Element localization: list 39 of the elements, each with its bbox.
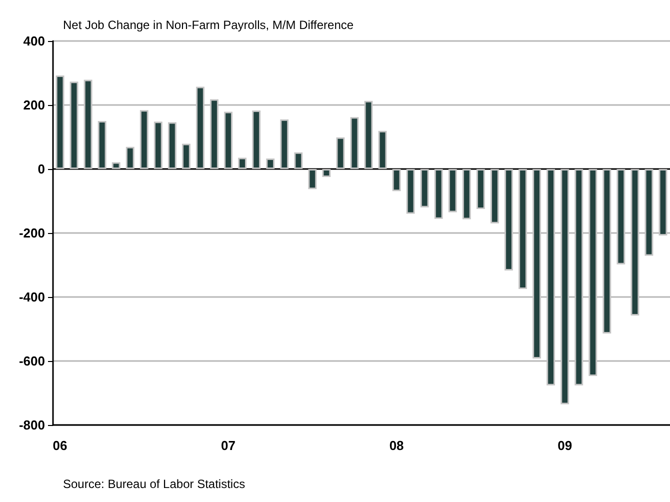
- bar: [168, 122, 176, 169]
- y-tick-label: -200: [18, 226, 45, 240]
- bar: [280, 119, 289, 169]
- bar: [294, 152, 303, 169]
- bar: [322, 169, 331, 177]
- bar: [476, 169, 485, 209]
- bar: [378, 130, 387, 169]
- bar: [224, 112, 232, 169]
- bar: [182, 144, 190, 169]
- bar: [112, 162, 120, 169]
- y-tick-label: 400: [23, 34, 45, 48]
- bar: [350, 117, 359, 169]
- bar: [434, 169, 443, 219]
- x-tick-label: 07: [221, 438, 236, 453]
- bar: [154, 122, 162, 169]
- bar: [336, 137, 345, 169]
- x-tick-label: 09: [558, 438, 572, 453]
- y-tick-label: 0: [38, 162, 45, 176]
- chart-title: Net Job Change in Non-Farm Payrolls, M/M Difference: [63, 18, 354, 32]
- bar: [406, 169, 415, 214]
- y-tick-label: -800: [18, 418, 45, 432]
- bar: [490, 169, 499, 224]
- bar: [140, 110, 148, 169]
- bar: [98, 121, 106, 169]
- y-tick-label: -400: [18, 290, 45, 304]
- bar: [266, 158, 275, 169]
- bar: [420, 169, 429, 208]
- x-tick-label: 08: [389, 438, 404, 453]
- bar: [392, 169, 401, 192]
- y-tick-label: -600: [18, 354, 45, 368]
- bar: [448, 169, 457, 212]
- bar: [308, 169, 317, 190]
- bar: [252, 110, 261, 169]
- y-tick-label: 200: [23, 98, 45, 112]
- x-tick-label: 06: [52, 438, 68, 453]
- bar: [238, 158, 247, 169]
- source-note: Source: Bureau of Labor Statistics: [63, 477, 246, 491]
- bar: [126, 146, 134, 169]
- bar: [462, 169, 471, 220]
